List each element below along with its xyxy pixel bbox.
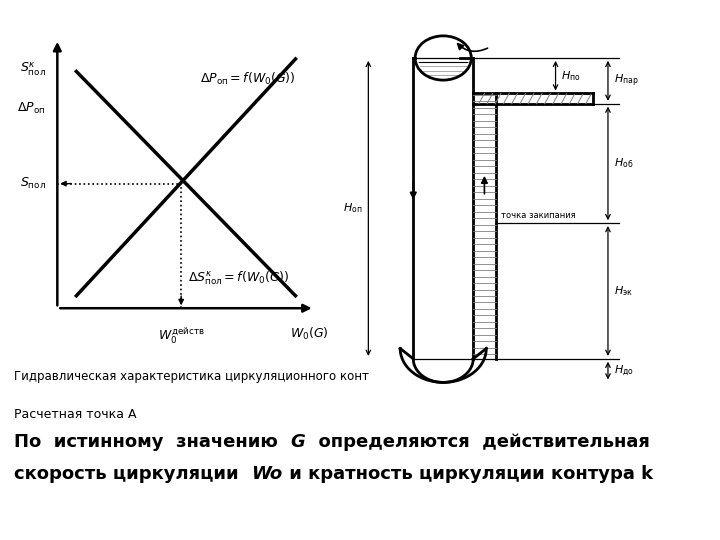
Text: $W_0(G)$: $W_0(G)$ <box>290 326 329 342</box>
Text: $H_{\mathrm{эк}}$: $H_{\mathrm{эк}}$ <box>613 284 633 298</box>
Text: Гидравлическая характеристика циркуляционного конт: Гидравлическая характеристика циркуляцио… <box>14 370 369 383</box>
Text: $H_{\mathrm{по}}$: $H_{\mathrm{по}}$ <box>561 69 581 83</box>
Text: $\Delta S^{\kappa}_{\mathrm{пол}} = f\left(W_0(G)\right)$: $\Delta S^{\kappa}_{\mathrm{пол}} = f\le… <box>189 269 290 287</box>
Text: Расчетная точка А: Расчетная точка А <box>14 408 137 421</box>
Text: $\Delta P_{\mathrm{оп}}$: $\Delta P_{\mathrm{оп}}$ <box>17 102 45 117</box>
Text: точка закипания: точка закипания <box>501 211 576 220</box>
Text: и кратность циркуляции контура k: и кратность циркуляции контура k <box>283 465 653 483</box>
Text: По  истинному  значению: По истинному значению <box>14 433 291 451</box>
Text: скорость циркуляции: скорость циркуляции <box>14 465 251 483</box>
Text: $H_{\mathrm{до}}$: $H_{\mathrm{до}}$ <box>613 363 634 378</box>
Text: $H_{\mathrm{пар}}$: $H_{\mathrm{пар}}$ <box>613 73 639 89</box>
Text: Wo: Wo <box>251 465 283 483</box>
Text: определяются  действительная: определяются действительная <box>305 433 649 451</box>
Text: $S^{\kappa}_{\mathrm{пол}}$: $S^{\kappa}_{\mathrm{пол}}$ <box>19 60 45 78</box>
Text: G: G <box>291 433 305 451</box>
Text: $W_0^{\mathrm{действ}}$: $W_0^{\mathrm{действ}}$ <box>158 326 204 346</box>
Text: $\Delta P_{\mathrm{оп}} = f\left(W_0(G)\right)$: $\Delta P_{\mathrm{оп}} = f\left(W_0(G)\… <box>200 71 296 87</box>
Text: $H_{\mathrm{об}}$: $H_{\mathrm{об}}$ <box>613 157 633 170</box>
Text: $S_{\mathrm{пол}}$: $S_{\mathrm{пол}}$ <box>19 176 45 191</box>
Text: $H_{\mathrm{оп}}$: $H_{\mathrm{оп}}$ <box>343 201 363 215</box>
